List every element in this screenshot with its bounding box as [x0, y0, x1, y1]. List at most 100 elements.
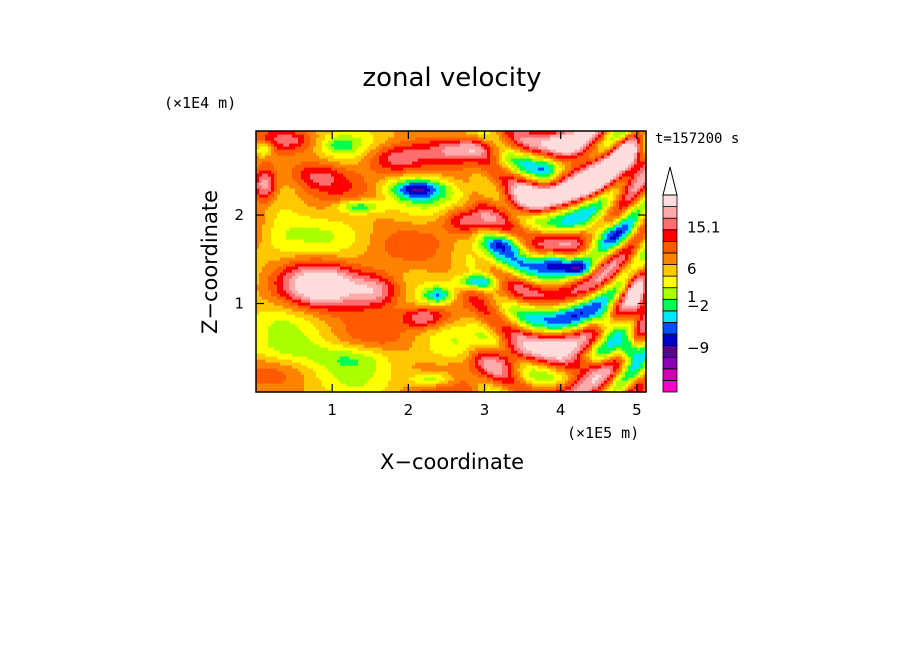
- field-cell: [271, 296, 275, 300]
- field-cell: [388, 329, 392, 333]
- field-cell: [316, 203, 320, 207]
- field-cell: [379, 329, 383, 333]
- field-cell: [427, 323, 431, 327]
- field-cell: [400, 347, 404, 351]
- field-cell: [427, 335, 431, 339]
- field-cell: [379, 134, 383, 138]
- field-cell: [400, 275, 404, 279]
- field-cell: [421, 383, 425, 387]
- field-cell: [301, 332, 305, 336]
- field-cell: [385, 251, 389, 255]
- field-cell: [373, 194, 377, 198]
- field-cell: [280, 230, 284, 234]
- field-cell: [409, 221, 413, 225]
- field-cell: [409, 353, 413, 357]
- field-cell: [424, 251, 428, 255]
- field-cell: [415, 347, 419, 351]
- field-cell: [328, 236, 332, 240]
- field-cell: [274, 371, 278, 375]
- field-cell: [391, 371, 395, 375]
- field-cell: [415, 248, 419, 252]
- field-cell: [295, 284, 299, 288]
- field-cell: [289, 344, 293, 348]
- field-cell: [340, 329, 344, 333]
- field-cell: [286, 251, 290, 255]
- field-cell: [307, 350, 311, 354]
- field-cell: [385, 257, 389, 261]
- field-cell: [382, 326, 386, 330]
- field-cell: [397, 173, 401, 177]
- field-cell: [412, 140, 416, 144]
- field-cell: [334, 284, 338, 288]
- field-cell: [376, 275, 380, 279]
- field-cell: [277, 332, 281, 336]
- field-cell: [331, 233, 335, 237]
- field-cell: [343, 182, 347, 186]
- field-cell: [340, 188, 344, 192]
- field-cell: [397, 344, 401, 348]
- field-cell: [385, 200, 389, 204]
- field-cell: [424, 200, 428, 204]
- field-cell: [331, 323, 335, 327]
- field-cell: [292, 290, 296, 294]
- field-cell: [304, 284, 308, 288]
- field-cell: [415, 245, 419, 249]
- field-cell: [259, 161, 263, 165]
- field-cell: [271, 257, 275, 261]
- field-cell: [364, 293, 368, 297]
- field-cell: [409, 152, 413, 156]
- field-cell: [274, 272, 278, 276]
- field-cell: [334, 224, 338, 228]
- field-cell: [418, 335, 422, 339]
- field-cell: [328, 359, 332, 363]
- field-cell: [319, 149, 323, 153]
- field-cell: [364, 233, 368, 237]
- field-cell: [388, 350, 392, 354]
- field-cell: [346, 359, 350, 363]
- field-cell: [280, 140, 284, 144]
- field-cell: [424, 239, 428, 243]
- field-cell: [403, 365, 407, 369]
- field-cell: [379, 203, 383, 207]
- field-cell: [277, 218, 281, 222]
- field-cell: [262, 206, 266, 210]
- field-cell: [349, 203, 353, 207]
- field-cell: [334, 275, 338, 279]
- field-cell: [382, 173, 386, 177]
- field-cell: [328, 332, 332, 336]
- field-cell: [361, 368, 365, 372]
- field-cell: [373, 152, 377, 156]
- field-cell: [328, 365, 332, 369]
- field-cell: [361, 353, 365, 357]
- field-cell: [295, 314, 299, 318]
- field-cell: [394, 353, 398, 357]
- field-cell: [334, 353, 338, 357]
- field-cell: [319, 299, 323, 303]
- field-cell: [409, 290, 413, 294]
- field-cell: [421, 230, 425, 234]
- field-cell: [379, 200, 383, 204]
- field-cell: [334, 314, 338, 318]
- field-cell: [325, 209, 329, 213]
- field-cell: [343, 305, 347, 309]
- field-cell: [265, 203, 269, 207]
- field-cell: [271, 236, 275, 240]
- field-cell: [292, 326, 296, 330]
- field-cell: [358, 191, 362, 195]
- field-cell: [292, 260, 296, 264]
- field-cell: [331, 248, 335, 252]
- field-cell: [271, 269, 275, 273]
- field-cell: [397, 332, 401, 336]
- field-cell: [376, 140, 380, 144]
- field-cell: [277, 209, 281, 213]
- field-cell: [382, 344, 386, 348]
- field-cell: [319, 347, 323, 351]
- field-cell: [277, 245, 281, 249]
- field-cell: [301, 134, 305, 138]
- field-cell: [292, 188, 296, 192]
- field-cell: [277, 257, 281, 261]
- field-cell: [283, 194, 287, 198]
- field-cell: [280, 386, 284, 390]
- field-cell: [268, 239, 272, 243]
- field-cell: [370, 206, 374, 210]
